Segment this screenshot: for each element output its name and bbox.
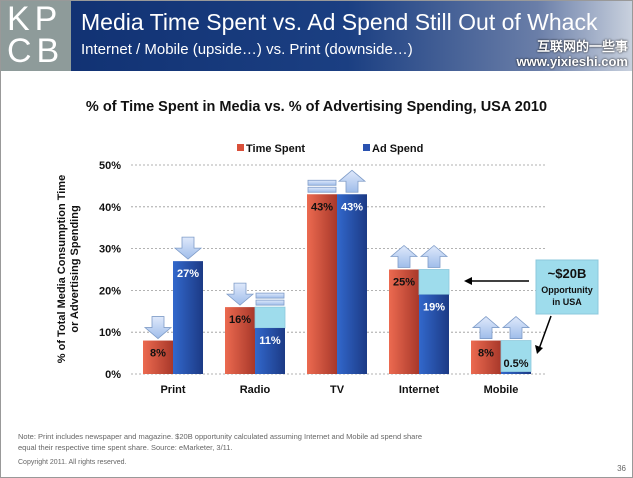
opportunity-gap-bar (254, 306, 286, 329)
legend-label-time-spent: Time Spent (246, 143, 305, 155)
y-axis-label: % of Total Media Consumption Timeor Adve… (56, 175, 81, 363)
data-label: 0.5% (503, 358, 528, 370)
equal-icon (307, 179, 337, 186)
slide-subtitle: Internet / Mobile (upside…) vs. Print (d… (81, 41, 413, 58)
y-tick-label: 50% (99, 160, 121, 172)
callout-amount: ~$20B (548, 266, 587, 281)
arrow-up-icon (419, 244, 449, 268)
watermark-line: www.yixieshi.com (516, 54, 628, 69)
watermark-line: 互联网的一些事 (536, 39, 628, 54)
callout-arrow (538, 315, 552, 350)
bar-chart: 0% 10% 20% 30% 40% 50% % of Total Media Consum… (56, 143, 599, 396)
opportunity-callout (535, 259, 599, 315)
opportunity-gap-bar (418, 269, 450, 295)
arrow-head-icon (464, 277, 472, 285)
header-banner: KP CB Media Time Spent vs. Ad Spend Still… (1, 1, 632, 71)
arrow-down-icon (225, 282, 255, 306)
arrow-up-icon (471, 316, 501, 339)
data-label: 25% (393, 277, 415, 289)
watermark: 互联网的一些事 www.yixieshi.com (516, 39, 628, 69)
equal-icon (255, 299, 285, 306)
arrow-up-icon (337, 169, 367, 193)
y-tick-label: 40% (99, 202, 121, 214)
data-label: 19% (423, 302, 445, 314)
callout-text: Opportunity (541, 285, 593, 295)
page-number: 36 (617, 464, 626, 473)
data-label: 11% (259, 335, 281, 347)
bar-time-spent-mobile (471, 340, 501, 374)
equal-icon (255, 292, 285, 299)
bar-ad-spend-print (173, 261, 203, 374)
arrow-up-icon (389, 244, 419, 268)
x-tick-label: TV (330, 384, 345, 396)
chart-title: % of Time Spent in Media vs. % of Advert… (85, 99, 548, 115)
data-label: 8% (150, 348, 166, 360)
data-label: 43% (311, 201, 333, 213)
callout-text: in USA (552, 297, 582, 307)
slide-title: Media Time Spent vs. Ad Spend Still Out … (81, 9, 598, 35)
footnote: Note: Print includes newspaper and magaz… (18, 432, 423, 452)
bar-ad-spend-tv (337, 194, 367, 374)
bar-ad-spend-mobile (501, 371, 531, 374)
legend-swatch (363, 144, 370, 151)
y-tick-label: 30% (99, 244, 121, 256)
legend-swatch (237, 144, 244, 151)
opportunity-gap-bar (500, 340, 532, 373)
bar-time-spent-internet (389, 269, 419, 374)
kpcb-logo: KP CB (1, 1, 71, 71)
data-label: 8% (478, 348, 494, 360)
y-tick-label: 20% (99, 285, 121, 297)
x-tick-label: Internet (399, 384, 440, 396)
arrow-up-icon (501, 316, 531, 339)
data-label: 43% (341, 201, 363, 213)
data-label: 27% (177, 268, 199, 280)
data-label: 16% (229, 314, 251, 326)
arrow-head-icon (535, 345, 543, 354)
bar-ad-spend-radio (255, 328, 285, 374)
arrow-down-icon (143, 316, 173, 340)
x-tick-label: Print (160, 384, 185, 396)
y-tick-label: 0% (105, 369, 121, 381)
y-tick-label: 10% (99, 327, 121, 339)
bar-time-spent-radio (225, 307, 255, 374)
bar-time-spent-print (143, 340, 173, 374)
arrow-down-icon (173, 236, 203, 260)
bar-time-spent-tv (307, 194, 337, 374)
bar-ad-spend-internet (419, 294, 449, 374)
legend-label-ad-spend: Ad Spend (372, 143, 423, 155)
equal-icon (307, 186, 337, 193)
x-tick-label: Radio (240, 384, 271, 396)
x-tick-label: Mobile (484, 384, 519, 396)
copyright: Copyright 2011. All rights reserved. (18, 459, 127, 466)
